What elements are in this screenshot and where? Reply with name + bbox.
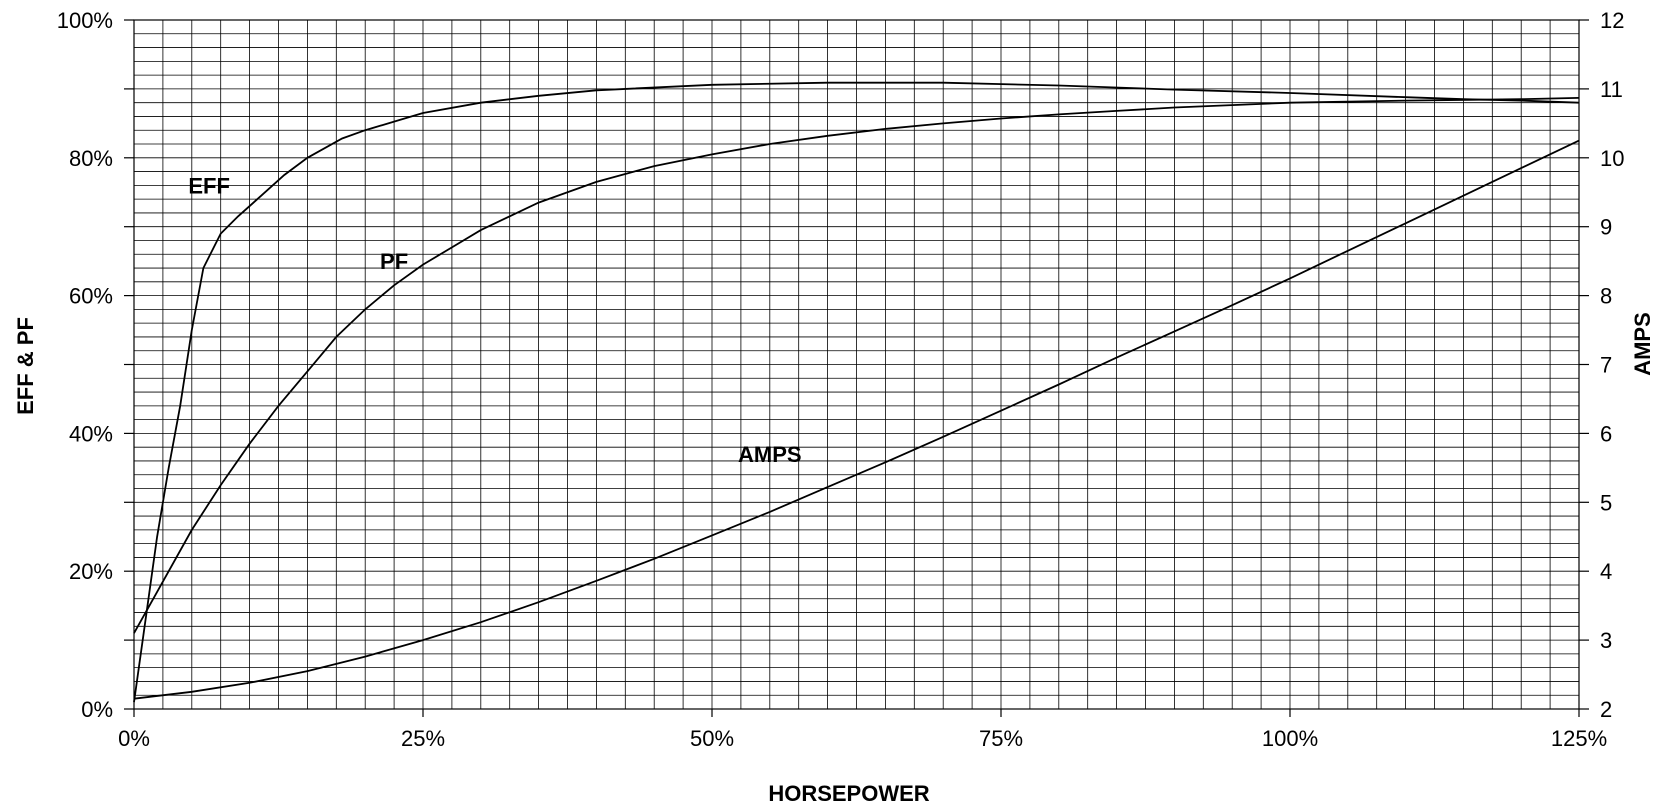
y-right-axis-title: AMPS <box>1630 312 1655 376</box>
curves <box>133 81 1580 703</box>
series-eff-line <box>133 81 1580 703</box>
y-right-tick-label: 8 <box>1600 284 1612 309</box>
y-left-tick-label: 80% <box>69 146 113 171</box>
y-right-tick-label: 10 <box>1600 146 1624 171</box>
y-right-tick-label: 7 <box>1600 353 1612 378</box>
series-annotations: EFF PF AMPS <box>188 173 801 467</box>
y-right-tick-label: 4 <box>1600 559 1612 584</box>
x-axis-title: HORSEPOWER <box>768 781 929 806</box>
series-label-amps: AMPS <box>738 442 802 467</box>
y-right-tick-label: 5 <box>1600 490 1612 515</box>
series-label-eff: EFF <box>188 173 230 198</box>
y-left-tick-label: 20% <box>69 559 113 584</box>
y-right-tick-label: 3 <box>1600 628 1612 653</box>
x-tick-label: 75% <box>979 726 1023 751</box>
grid <box>134 20 1579 709</box>
y-left-tick-label: 40% <box>69 421 113 446</box>
x-tick-label: 100% <box>1262 726 1318 751</box>
y-right-tick-label: 11 <box>1600 77 1623 102</box>
y-right-tick-label: 12 <box>1600 8 1624 33</box>
series-pf-line <box>133 97 1580 634</box>
x-tick-label: 0% <box>118 726 150 751</box>
y-right-tick-label: 6 <box>1600 421 1612 446</box>
x-tick-label: 125% <box>1551 726 1607 751</box>
series-amps-line <box>133 139 1580 700</box>
y-left-tick-label: 0% <box>81 697 113 722</box>
y-right-tick-label: 2 <box>1600 697 1612 722</box>
x-tick-label: 25% <box>401 726 445 751</box>
y-left-axis-title: EFF & PF <box>13 317 38 415</box>
x-axis-ticks: 0% 25% 50% 75% 100% 125% <box>118 709 1607 751</box>
y-left-tick-label: 100% <box>57 8 113 33</box>
y-right-tick-label: 9 <box>1600 215 1612 240</box>
y-right-axis-ticks: 2 3 4 5 6 7 8 9 10 11 12 <box>1579 8 1624 722</box>
y-left-tick-label: 60% <box>69 284 113 309</box>
x-tick-label: 50% <box>690 726 734 751</box>
series-label-pf: PF <box>380 249 408 274</box>
y-left-axis-ticks: 0% 20% 40% 60% 80% 100% <box>57 8 134 722</box>
